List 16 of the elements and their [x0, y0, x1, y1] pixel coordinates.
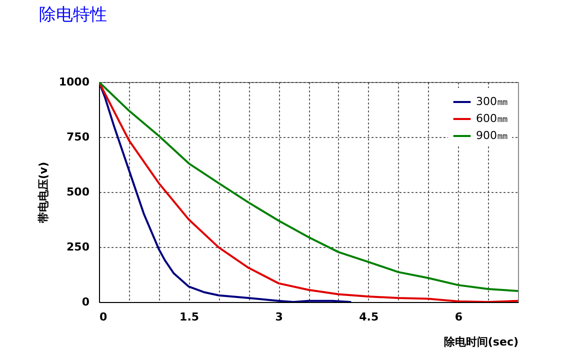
- x-tick-label: 0: [100, 310, 108, 324]
- y-tick-label: 250: [66, 240, 90, 254]
- x-tick-label: 4.5: [359, 310, 379, 324]
- chart-title: 除电特性: [39, 5, 107, 25]
- legend-label: 300㎜: [476, 95, 508, 108]
- y-axis-title: 带电电压(v): [36, 162, 50, 224]
- x-tick-label: 3: [275, 310, 283, 324]
- x-tick-label: 1.5: [180, 310, 200, 324]
- y-tick-label: 750: [66, 130, 90, 144]
- x-tick-label: 6: [454, 310, 463, 324]
- x-axis-title: 除电时间(sec): [444, 336, 518, 348]
- legend-label: 600㎜: [476, 112, 508, 125]
- legend-label: 900㎜: [476, 129, 508, 142]
- y-tick-label: 1000: [58, 76, 90, 88]
- y-tick-label: 0: [82, 296, 90, 308]
- y-tick-label: 500: [66, 186, 90, 198]
